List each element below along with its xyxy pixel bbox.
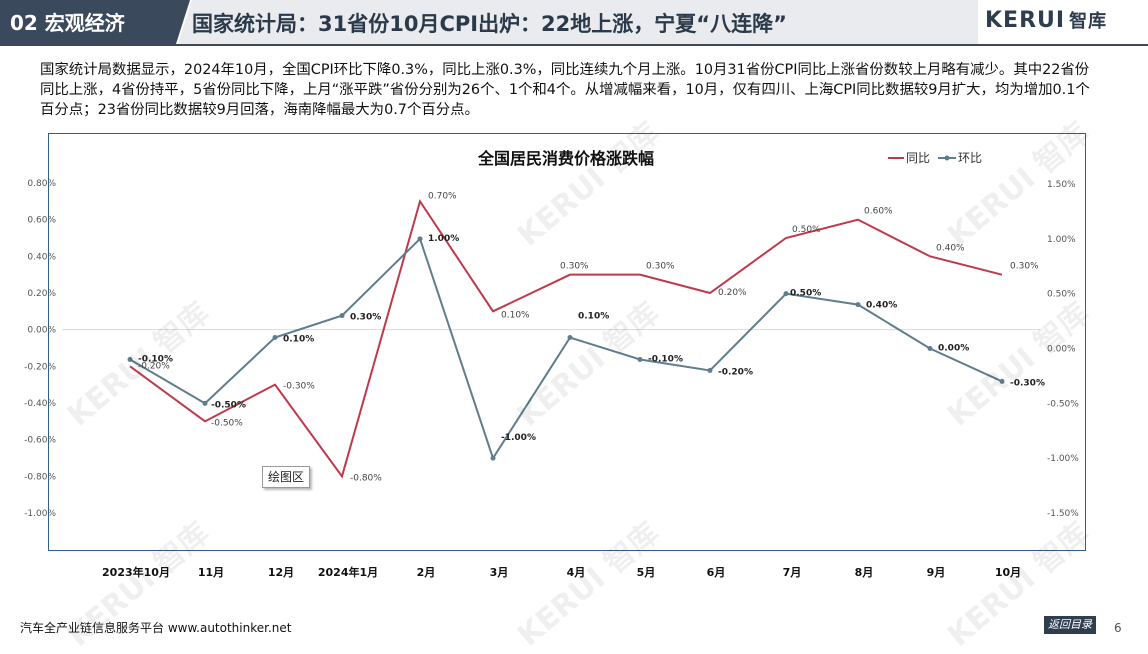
- left-axis-tick-label: -0.20%: [24, 362, 56, 372]
- data-label-mom: -0.10%: [138, 354, 173, 364]
- data-label-yoy: 0.50%: [792, 225, 821, 235]
- intro-paragraph: 国家统计局数据显示，2024年10月，全国CPI环比下降0.3%，同比上涨0.3…: [40, 62, 1090, 118]
- data-label-mom: -1.00%: [501, 433, 536, 443]
- data-label-yoy: 0.10%: [501, 310, 530, 320]
- title-band: [178, 0, 978, 44]
- footer-platform: 汽车全产业链信息服务平台 www.autothinker.net: [20, 621, 292, 635]
- data-label-yoy: 0.30%: [560, 262, 589, 272]
- data-label-mom: 0.10%: [578, 312, 609, 322]
- data-label-mom: -0.10%: [648, 354, 683, 364]
- x-axis-tick-label: 7月: [783, 566, 802, 579]
- logo-latin: KERUI: [985, 8, 1066, 33]
- section-tab: 02 宏观经济: [0, 0, 190, 44]
- data-label-yoy: -0.50%: [211, 418, 243, 428]
- series-line-yoy: [129, 198, 1003, 479]
- left-axis-tick-label: 0.60%: [27, 216, 56, 226]
- series-point-mom: [339, 313, 345, 319]
- series-point-mom: [202, 400, 208, 406]
- x-axis-tick-label: 4月: [567, 566, 586, 579]
- left-axis-tick-label: 0.20%: [27, 289, 56, 299]
- section-label: 02 宏观经济: [10, 11, 125, 35]
- header-divider: [0, 44, 1148, 46]
- series-point-mom: [783, 291, 789, 297]
- x-axis-tick-label: 2月: [417, 566, 436, 579]
- data-label-mom: -0.50%: [211, 400, 246, 410]
- data-label-mom: -0.20%: [718, 367, 753, 377]
- left-axis-tick-label: -0.40%: [24, 399, 56, 409]
- series-point-mom: [272, 335, 278, 341]
- legend-label-yoy: 同比: [906, 151, 930, 165]
- series-point-mom: [417, 236, 423, 242]
- series-line-mom: [129, 236, 1003, 461]
- x-axis-tick-label: 5月: [637, 566, 656, 579]
- series-point-mom: [127, 356, 133, 362]
- data-label-mom: 1.00%: [428, 234, 459, 244]
- right-axis-tick-label: -0.50%: [1047, 399, 1079, 409]
- chart-title: 全国居民消费价格涨跌幅: [477, 149, 654, 168]
- left-axis-tick-label: -1.00%: [24, 509, 56, 519]
- left-axis-tick-label: 0.80%: [27, 179, 56, 189]
- x-axis-tick-label: 2023年10月: [102, 565, 170, 579]
- data-label-mom: 0.00%: [938, 344, 969, 354]
- left-axis-tick-label: 0.40%: [27, 252, 56, 262]
- x-axis-tick-label: 9月: [927, 566, 946, 579]
- left-axis-tick-label: -0.60%: [24, 436, 56, 446]
- right-axis-tick-label: -1.50%: [1047, 509, 1079, 519]
- data-label-yoy: 0.20%: [718, 288, 747, 298]
- x-axis-tick-label: 3月: [490, 566, 509, 579]
- x-axis-tick-label: 11月: [198, 566, 224, 579]
- data-label-yoy: 0.30%: [646, 262, 675, 272]
- x-axis-tick-label: 12月: [268, 566, 294, 579]
- right-axis-tick-label: 0.00%: [1047, 345, 1076, 355]
- data-label-yoy: 0.70%: [428, 191, 457, 201]
- data-label-yoy: 0.40%: [936, 243, 965, 253]
- right-axis-tick-label: -1.00%: [1047, 454, 1079, 464]
- kerui-logo: KERUI 智库: [985, 7, 1107, 33]
- data-label-yoy: -0.30%: [283, 382, 315, 392]
- data-label-mom: 0.10%: [283, 335, 314, 345]
- series-point-mom: [855, 302, 861, 308]
- series-point-mom: [567, 335, 573, 341]
- data-label-yoy: -0.20%: [138, 361, 170, 371]
- data-label-yoy: 0.60%: [864, 207, 893, 217]
- series-point-mom: [707, 367, 713, 373]
- x-axis-tick-label: 8月: [855, 566, 874, 579]
- left-axis-tick-label: 0.00%: [27, 326, 56, 336]
- data-label-mom: 0.50%: [790, 289, 821, 299]
- data-label-yoy: -0.80%: [350, 473, 382, 483]
- x-axis-tick-label: 6月: [707, 566, 726, 579]
- series-point-mom: [927, 346, 933, 351]
- page-number: 6: [1114, 621, 1122, 635]
- page-title: 国家统计局：31省份10月CPI出炉：22地上涨，宁夏“八连降”: [192, 12, 787, 36]
- plot-area-tooltip: 绘图区: [262, 466, 310, 488]
- header-bar: 02 宏观经济 国家统计局：31省份10月CPI出炉：22地上涨，宁夏“八连降”…: [0, 0, 1148, 44]
- right-axis-tick-label: 0.50%: [1047, 290, 1076, 300]
- data-label-mom: 0.40%: [866, 301, 897, 311]
- data-label-mom: 0.30%: [350, 313, 381, 323]
- left-axis-tick-label: -0.80%: [24, 472, 56, 482]
- right-axis-tick-label: 1.00%: [1047, 235, 1076, 245]
- legend-marker-mom: [944, 155, 950, 161]
- x-axis-tick-label: 10月: [995, 566, 1021, 579]
- x-axis-tick-label: 2024年1月: [318, 565, 378, 579]
- legend-label-mom: 环比: [958, 151, 982, 165]
- logo-cn: 智库: [1069, 11, 1108, 32]
- series-point-mom: [490, 455, 496, 461]
- data-label-mom: -0.30%: [1010, 378, 1045, 388]
- data-label-yoy: 0.30%: [1010, 262, 1039, 272]
- right-axis-tick-label: 1.50%: [1047, 180, 1076, 190]
- series-point-mom: [637, 356, 643, 362]
- series-point-mom: [999, 378, 1005, 384]
- back-to-contents-button[interactable]: 返回目录: [1044, 616, 1096, 634]
